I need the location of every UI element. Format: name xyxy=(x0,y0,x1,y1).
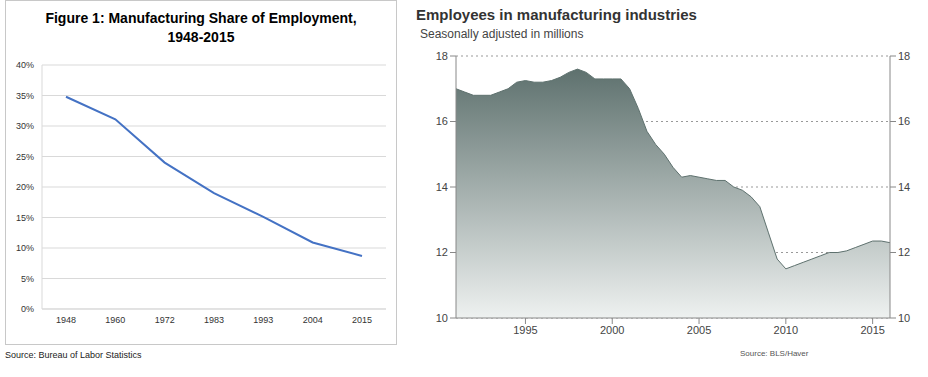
svg-text:1972: 1972 xyxy=(155,315,175,325)
svg-text:10: 10 xyxy=(898,312,910,324)
html-text:Source: BLS/Haver: Source: BLS/Haver xyxy=(740,349,809,358)
svg-text:2000: 2000 xyxy=(600,324,624,336)
svg-text:16: 16 xyxy=(898,115,910,127)
svg-text:16: 16 xyxy=(436,115,448,127)
svg-text:14: 14 xyxy=(898,181,910,193)
svg-text:30%: 30% xyxy=(16,121,34,131)
svg-text:14: 14 xyxy=(436,181,448,193)
svg-text:18: 18 xyxy=(436,50,448,62)
svg-text:10: 10 xyxy=(436,312,448,324)
svg-text:0%: 0% xyxy=(21,304,34,314)
svg-text:2004: 2004 xyxy=(303,315,323,325)
svg-text:10%: 10% xyxy=(16,243,34,253)
svg-text:12: 12 xyxy=(898,246,910,258)
svg-text:2010: 2010 xyxy=(774,324,798,336)
svg-text:18: 18 xyxy=(898,50,910,62)
svg-text:1960: 1960 xyxy=(105,315,125,325)
html-text:Employees in manufacturing ind: Employees in manufacturing industries xyxy=(416,6,697,23)
svg-text:12: 12 xyxy=(436,246,448,258)
html-text:Figure 1: Manufacturing Share: Figure 1: Manufacturing Share of Employm… xyxy=(45,10,357,45)
svg-text:20%: 20% xyxy=(16,182,34,192)
svg-text:5%: 5% xyxy=(21,274,34,284)
svg-text:2015: 2015 xyxy=(860,324,884,336)
html-text:Source: Bureau of Labor Statis: Source: Bureau of Labor Statistics xyxy=(5,350,142,360)
svg-text:40%: 40% xyxy=(16,60,34,70)
svg-text:25%: 25% xyxy=(16,152,34,162)
svg-text:2015: 2015 xyxy=(352,315,372,325)
svg-text:1948: 1948 xyxy=(56,315,76,325)
svg-text:35%: 35% xyxy=(16,91,34,101)
svg-text:1983: 1983 xyxy=(204,315,224,325)
svg-text:15%: 15% xyxy=(16,213,34,223)
svg-text:2005: 2005 xyxy=(687,324,711,336)
svg-text:1993: 1993 xyxy=(253,315,273,325)
svg-text:1995: 1995 xyxy=(513,324,537,336)
html-text:Seasonally adjusted in million: Seasonally adjusted in millions xyxy=(420,27,584,41)
